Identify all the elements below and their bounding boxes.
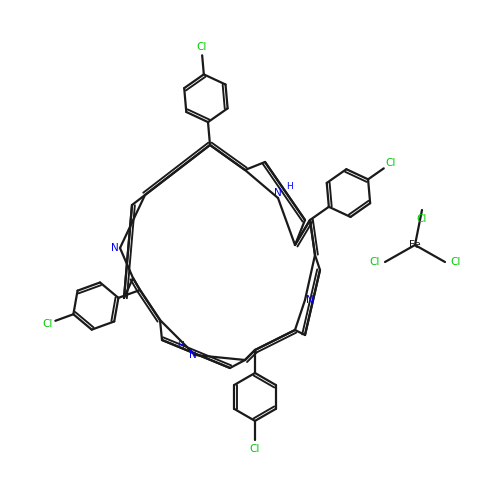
Text: Fe: Fe bbox=[409, 240, 421, 250]
Text: Cl: Cl bbox=[42, 319, 53, 329]
Text: H: H bbox=[286, 182, 293, 191]
Text: Cl: Cl bbox=[417, 214, 427, 224]
Text: Cl: Cl bbox=[369, 257, 380, 267]
Text: Cl: Cl bbox=[450, 257, 461, 267]
Text: Cl: Cl bbox=[386, 159, 396, 169]
Text: Cl: Cl bbox=[196, 42, 206, 52]
Text: N: N bbox=[306, 295, 314, 305]
Text: N: N bbox=[189, 350, 196, 360]
Text: N: N bbox=[274, 188, 282, 198]
Text: Cl: Cl bbox=[250, 444, 260, 454]
Text: N: N bbox=[111, 243, 119, 253]
Text: H: H bbox=[177, 341, 184, 350]
